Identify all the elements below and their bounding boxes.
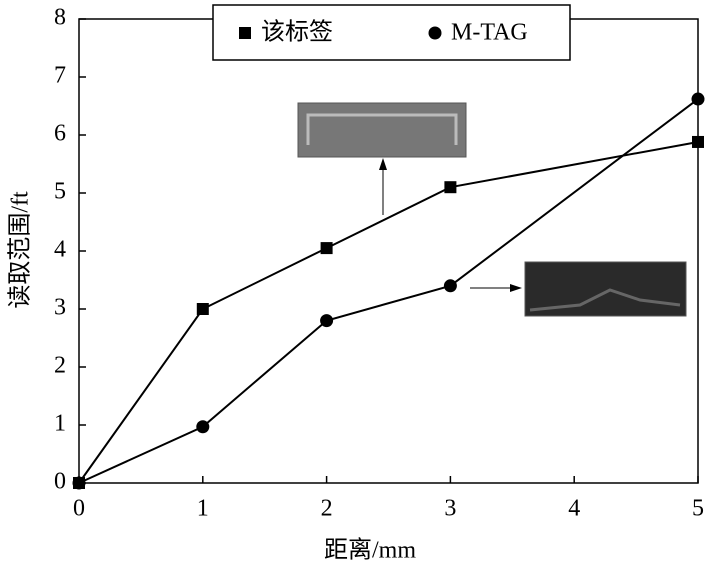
x-axis-label: 距离/mm bbox=[324, 537, 416, 564]
legend-label: 该标签 bbox=[261, 19, 333, 46]
marker bbox=[320, 242, 333, 255]
y-tick-label: 7 bbox=[54, 63, 66, 89]
y-tick-label: 2 bbox=[54, 353, 66, 379]
marker bbox=[692, 135, 704, 148]
y-tick-label: 5 bbox=[54, 179, 66, 205]
plot-frame bbox=[78, 18, 699, 484]
marker bbox=[443, 279, 457, 293]
y-tick-label: 4 bbox=[54, 237, 66, 263]
marker bbox=[196, 420, 210, 434]
x-tick-label: 1 bbox=[197, 496, 209, 522]
y-axis-label: 读取范围/ft bbox=[7, 191, 34, 309]
mtag-image-pattern bbox=[529, 288, 681, 312]
arrow-head bbox=[510, 284, 522, 292]
marker bbox=[320, 314, 334, 328]
marker bbox=[444, 181, 457, 194]
legend-marker bbox=[239, 27, 251, 39]
y-tick-label: 8 bbox=[54, 5, 66, 31]
y-tick-label: 6 bbox=[54, 121, 66, 147]
x-tick-label: 3 bbox=[444, 496, 456, 522]
y-tick-label: 3 bbox=[54, 295, 66, 321]
marker bbox=[196, 303, 209, 315]
arrow-head bbox=[379, 158, 387, 170]
x-tick-label: 5 bbox=[692, 496, 704, 522]
legend-marker bbox=[428, 26, 442, 40]
tag-image-pattern bbox=[306, 113, 458, 145]
x-tick-label: 2 bbox=[321, 496, 333, 522]
legend-box bbox=[212, 4, 571, 61]
x-tick-label: 4 bbox=[568, 496, 580, 522]
x-tick-label: 0 bbox=[73, 496, 85, 522]
tag-image bbox=[297, 102, 467, 158]
marker bbox=[72, 476, 86, 490]
y-tick-label: 0 bbox=[54, 469, 66, 495]
legend-label: M-TAG bbox=[451, 20, 528, 46]
marker bbox=[691, 92, 705, 106]
y-tick-label: 1 bbox=[54, 411, 66, 437]
